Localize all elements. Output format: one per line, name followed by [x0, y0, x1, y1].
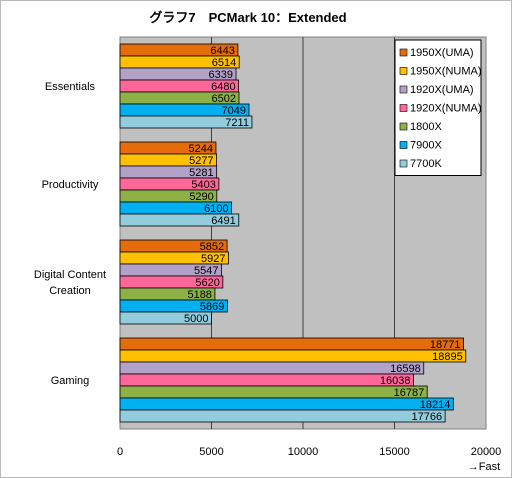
- bar: [119, 361, 425, 375]
- data-label: 6100: [204, 203, 228, 215]
- bar: [119, 311, 212, 325]
- bar: [119, 213, 240, 227]
- legend-swatch: [399, 48, 408, 57]
- data-label: 5000: [184, 313, 208, 325]
- chart-title: グラフ7 PCMark 10：Extended: [149, 10, 346, 25]
- data-label: 5290: [189, 191, 213, 203]
- x-axis-ticks: 0 5000 10000 15000 20000: [117, 446, 501, 458]
- data-label: 5852: [200, 241, 224, 253]
- data-label: 5277: [189, 155, 213, 167]
- category-label: Productivity: [42, 179, 99, 191]
- bar: [119, 115, 253, 129]
- bar: [119, 373, 414, 387]
- data-label: 5869: [200, 301, 224, 313]
- legend-swatch: [399, 122, 408, 131]
- legend-entry: 1800X: [410, 121, 442, 133]
- category-label: Gaming: [51, 375, 90, 387]
- data-label: 5547: [194, 265, 218, 277]
- data-label: 6480: [211, 81, 235, 93]
- legend-swatch: [399, 104, 408, 112]
- category-label: Creation: [49, 285, 91, 297]
- bar: [119, 337, 464, 351]
- legend-entry: 1950X(UMA): [410, 47, 474, 59]
- data-label: 6339: [209, 69, 233, 81]
- legend-box: [394, 39, 482, 176]
- data-label: 18771: [430, 339, 461, 351]
- legend: 1950X(UMA) 1950X(NUMA) 1920X(UMA) 1920X(NUM…: [394, 39, 482, 176]
- legend-swatch: [399, 85, 408, 94]
- category-labels: Essentials Productivity Digital Content Cre…: [34, 81, 106, 387]
- data-label: 7049: [222, 105, 246, 117]
- category-label: Essentials: [45, 81, 96, 93]
- data-label: 6514: [212, 57, 236, 69]
- legend-entry: 1950X(NUMA): [410, 66, 482, 78]
- legend-entry: 7900X: [410, 140, 442, 152]
- data-label: 18895: [432, 351, 463, 363]
- bar: [119, 385, 428, 399]
- legend-entry: 7700K: [410, 158, 442, 170]
- legend-swatch: [399, 159, 408, 168]
- x-axis-label: →Fast: [468, 461, 500, 473]
- data-label: 18214: [420, 399, 451, 411]
- data-label: 7211: [225, 117, 249, 129]
- legend-entry: 1920X(UMA): [410, 84, 474, 96]
- data-label: 17766: [412, 411, 443, 423]
- data-label: 16038: [380, 375, 411, 387]
- legend-swatch: [399, 141, 408, 149]
- data-label: 16787: [394, 387, 425, 399]
- bar: [119, 349, 467, 363]
- data-label: 6502: [212, 93, 236, 105]
- legend-entry: 1920X(NUMA): [410, 103, 482, 115]
- legend-swatch: [399, 67, 408, 75]
- data-label: 6491: [211, 215, 235, 227]
- data-label: 16598: [390, 363, 421, 375]
- data-label: 5620: [195, 277, 219, 289]
- x-tick-label: 20000: [471, 446, 502, 458]
- bars: [119, 43, 467, 423]
- x-tick-label: 0: [117, 446, 123, 458]
- data-label: 5403: [191, 179, 215, 191]
- x-tick-label: 10000: [288, 446, 319, 458]
- bar: [119, 409, 446, 423]
- data-label: 5281: [189, 167, 213, 179]
- bar: [119, 397, 454, 411]
- x-tick-label: 5000: [199, 446, 223, 458]
- x-tick-label: 15000: [379, 446, 410, 458]
- data-label: 5188: [187, 289, 211, 301]
- data-label: 5927: [201, 253, 225, 265]
- data-label: 5244: [188, 143, 212, 155]
- category-label: Digital Content: [34, 269, 106, 281]
- data-label: 6443: [210, 45, 234, 57]
